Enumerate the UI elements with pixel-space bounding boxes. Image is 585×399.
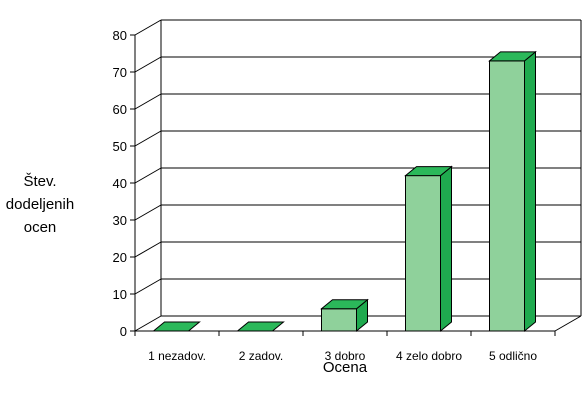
gridline-diagonal [134, 241, 162, 258]
bar-side [440, 165, 452, 333]
gridline-diagonal [134, 167, 162, 184]
y-tick-label: 30 [113, 213, 127, 228]
gridline-diagonal [134, 56, 162, 73]
y-tick-label: 50 [113, 139, 127, 154]
x-category-label: 4 zelo dobro [396, 349, 462, 363]
gridline-diagonal [134, 19, 162, 36]
gridline-diagonal [134, 130, 162, 147]
bar [404, 165, 453, 333]
x-category-label: 3 dobro [325, 349, 366, 363]
bar [152, 321, 201, 332]
y-axis-title-line: ocen [24, 219, 57, 236]
y-tick-label: 20 [113, 250, 127, 265]
y-tick-label: 0 [120, 324, 127, 339]
gridline-diagonal [134, 93, 162, 110]
y-axis-title-line: Štev. [23, 173, 56, 190]
bar-side [524, 50, 536, 333]
bar-top [152, 321, 201, 332]
bar-top [404, 166, 453, 177]
bars-layer [152, 50, 537, 333]
x-category-label: 1 nezadov. [148, 349, 206, 363]
bar [320, 298, 369, 333]
gridline-diagonal [134, 278, 162, 295]
y-axis-title: Štev. dodeljenih ocen [6, 173, 74, 236]
bar [236, 321, 285, 332]
bar [488, 50, 537, 333]
y-tick-label: 70 [113, 65, 127, 80]
y-tick-label: 60 [113, 102, 127, 117]
x-category-labels: 1 nezadov. 2 zadov. 3 dobro 4 zelo dobro 5 o… [148, 349, 537, 363]
bar-front [489, 60, 525, 332]
bar-top [488, 51, 537, 62]
bar-top [236, 321, 285, 332]
x-category-label: 5 odlično [489, 349, 537, 363]
gridline-diagonal [134, 204, 162, 221]
x-axis-title: Ocena [323, 359, 368, 376]
y-tick-label: 80 [113, 28, 127, 43]
bar-top [320, 299, 369, 310]
bar-front [405, 175, 441, 332]
y-axis-title-line: dodeljenih [6, 196, 74, 213]
bar-front [321, 308, 357, 332]
x-category-label: 2 zadov. [239, 349, 283, 363]
floor-right-edge [554, 315, 582, 332]
y-tick-label: 10 [113, 287, 127, 302]
y-tick-labels: 0 10 20 30 40 50 60 70 80 [113, 28, 127, 339]
gridline-diagonal [134, 315, 162, 332]
y-tick-label: 40 [113, 176, 127, 191]
